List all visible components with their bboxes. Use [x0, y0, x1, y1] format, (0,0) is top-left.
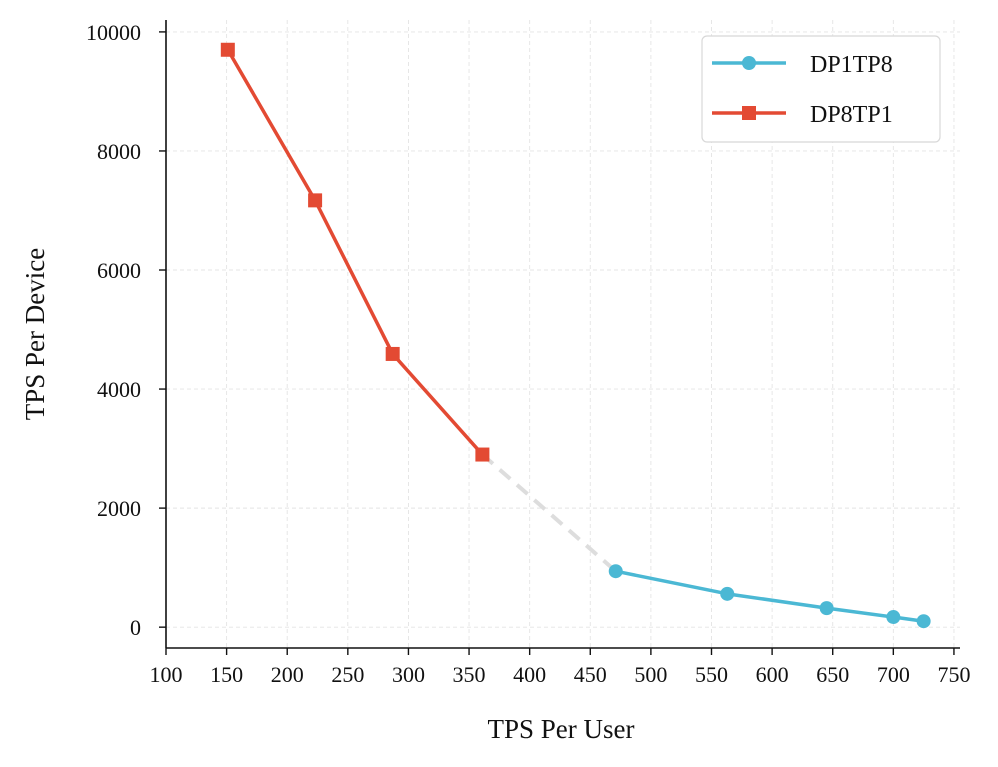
- point-dp1tp8: [720, 586, 735, 601]
- legend: DP1TP8 DP8TP1: [701, 35, 941, 143]
- x-tick-label: 300: [392, 662, 425, 687]
- y-tick-label: 2000: [97, 496, 141, 521]
- ticks: 100 150 200 250 300 350 400 450 500 550 600 650 700 7…: [86, 20, 970, 687]
- point-dp8tp1: [220, 42, 235, 57]
- point-dp1tp8: [916, 614, 931, 629]
- point-dp8tp1: [475, 447, 490, 462]
- y-tick-label: 10000: [86, 20, 141, 45]
- axes: [165, 20, 960, 649]
- x-tick-label: 350: [453, 662, 486, 687]
- grid: [166, 20, 960, 648]
- point-dp8tp1: [385, 346, 400, 361]
- x-tick-label: 200: [271, 662, 304, 687]
- x-tick-label: 400: [513, 662, 546, 687]
- series-line-dp1tp8: [615, 569, 924, 623]
- y-tick-label: 4000: [97, 377, 141, 402]
- series-layer: [220, 42, 931, 629]
- x-tick-label: 550: [695, 662, 728, 687]
- connector-layer: [481, 453, 618, 573]
- x-tick-label: 650: [816, 662, 849, 687]
- x-tick-label: 450: [574, 662, 607, 687]
- legend-label-dp8tp1: DP8TP1: [810, 102, 893, 128]
- y-tick-label: 0: [130, 615, 141, 640]
- x-tick-label: 750: [937, 662, 970, 687]
- legend-marker-dp8tp1: [742, 106, 756, 120]
- x-tick-label: 150: [210, 662, 243, 687]
- x-tick-label: 500: [634, 662, 667, 687]
- y-tick-label: 6000: [97, 258, 141, 283]
- point-dp1tp8: [608, 564, 623, 579]
- x-tick-label: 600: [756, 662, 789, 687]
- x-tick-label: 250: [331, 662, 364, 687]
- point-dp1tp8: [886, 610, 901, 625]
- y-axis-label: TPS Per Device: [20, 248, 50, 420]
- y-tick-label: 8000: [97, 139, 141, 164]
- legend-label-dp1tp8: DP1TP8: [810, 52, 893, 78]
- point-dp8tp1: [308, 193, 323, 208]
- point-dp1tp8: [819, 601, 834, 616]
- x-tick-label: 700: [877, 662, 910, 687]
- x-tick-label: 100: [150, 662, 183, 687]
- dashed-connector-line: [481, 453, 618, 573]
- legend-marker-dp1tp8: [742, 56, 756, 70]
- series-line-dp8tp1: [226, 48, 484, 456]
- x-axis-label: TPS Per User: [488, 714, 635, 744]
